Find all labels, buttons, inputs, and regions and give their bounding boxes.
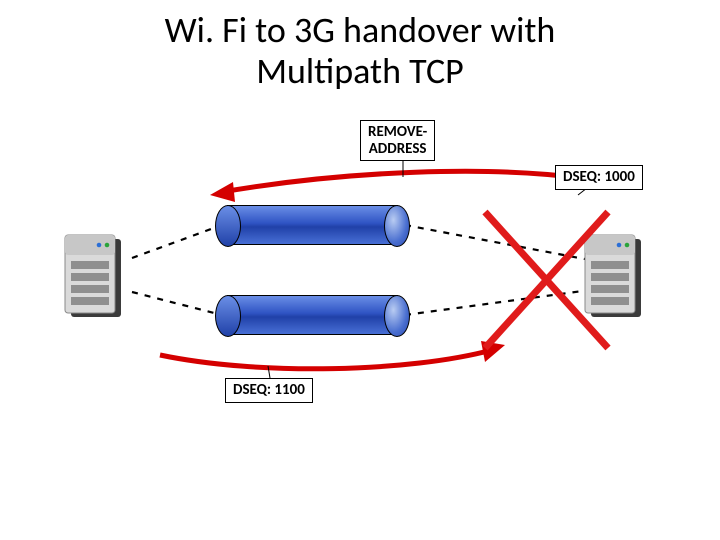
label-dseq-1000: DSEQ: 1000: [555, 165, 643, 190]
red-arrow-top: [210, 171, 580, 202]
slide-title: Wi. Fi to 3G handover with Multipath TCP: [0, 10, 720, 93]
label-remove-address: REMOVE- ADDRESS: [360, 120, 435, 161]
label-dseq-1100: DSEQ: 1100: [225, 378, 313, 403]
title-line2: Multipath TCP: [256, 49, 464, 93]
diagram-area: REMOVE- ADDRESS DSEQ: 1000 DSEQ: 1100: [60, 120, 660, 450]
title-line1: Wi. Fi to 3G handover with: [165, 8, 556, 52]
slide: Wi. Fi to 3G handover with Multipath TCP: [0, 0, 720, 540]
red-arrow-bottom: [160, 341, 505, 369]
red-cross-icon: [485, 212, 608, 348]
